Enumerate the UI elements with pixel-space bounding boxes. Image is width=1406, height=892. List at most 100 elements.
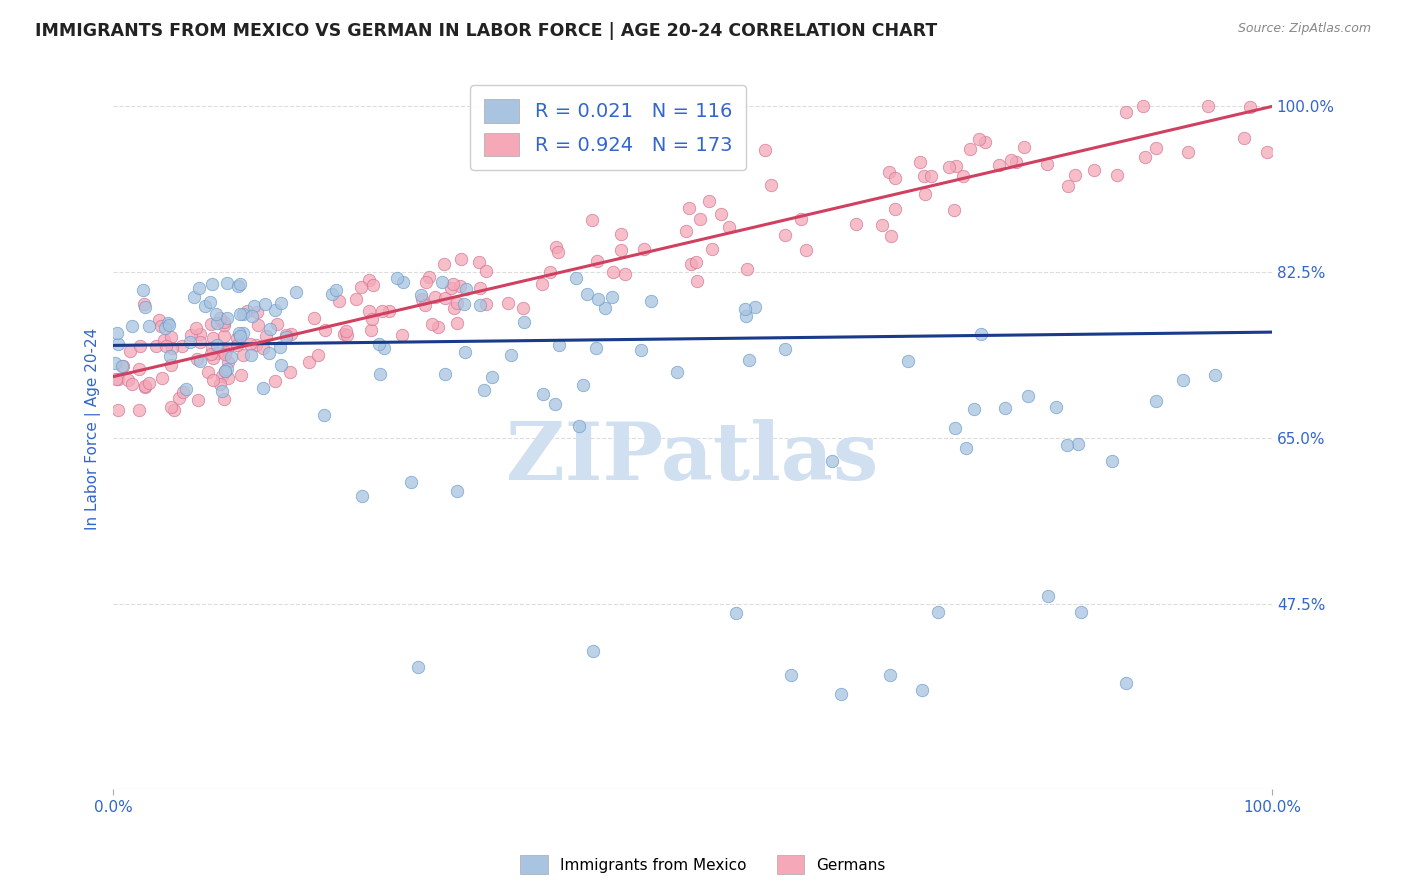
Point	[450, 252, 472, 266]
Point	[252, 381, 274, 395]
Point	[360, 323, 382, 337]
Point	[350, 489, 373, 503]
Point	[571, 378, 593, 392]
Point	[1197, 99, 1219, 113]
Point	[970, 327, 993, 342]
Point	[194, 299, 217, 313]
Point	[152, 333, 174, 347]
Point	[150, 371, 173, 385]
Point	[153, 321, 176, 335]
Point	[201, 341, 224, 355]
Point	[1045, 400, 1067, 414]
Point	[134, 300, 156, 314]
Point	[205, 346, 228, 360]
Point	[761, 178, 783, 192]
Point	[1057, 178, 1080, 193]
Point	[214, 328, 236, 343]
Point	[967, 132, 990, 146]
Point	[830, 687, 852, 701]
Point	[112, 359, 135, 374]
Point	[666, 365, 689, 379]
Point	[586, 254, 609, 268]
Point	[212, 392, 235, 407]
Point	[335, 324, 357, 338]
Point	[270, 358, 292, 372]
Point	[845, 217, 868, 231]
Point	[427, 320, 450, 334]
Point	[475, 297, 498, 311]
Point	[385, 271, 408, 285]
Point	[202, 373, 225, 387]
Point	[879, 667, 901, 681]
Point	[138, 318, 160, 333]
Point	[600, 290, 623, 304]
Point	[1064, 168, 1087, 182]
Point	[278, 365, 301, 379]
Point	[433, 257, 456, 271]
Point	[434, 367, 457, 381]
Point	[205, 338, 228, 352]
Point	[256, 328, 278, 343]
Point	[1133, 150, 1156, 164]
Point	[344, 292, 367, 306]
Point	[547, 245, 569, 260]
Point	[217, 362, 239, 376]
Point	[439, 280, 461, 294]
Point	[183, 290, 205, 304]
Point	[107, 337, 129, 351]
Point	[167, 392, 190, 406]
Point	[1233, 131, 1256, 145]
Point	[205, 308, 228, 322]
Point	[357, 304, 380, 318]
Point	[689, 211, 711, 226]
Point	[226, 278, 249, 293]
Point	[1036, 589, 1059, 603]
Point	[215, 276, 238, 290]
Point	[252, 341, 274, 355]
Point	[219, 350, 242, 364]
Point	[908, 154, 931, 169]
Point	[361, 277, 384, 292]
Point	[232, 326, 254, 340]
Point	[232, 307, 254, 321]
Point	[474, 383, 496, 397]
Point	[912, 169, 935, 184]
Point	[357, 273, 380, 287]
Point	[544, 240, 567, 254]
Point	[794, 244, 817, 258]
Point	[333, 327, 356, 342]
Point	[160, 341, 183, 355]
Point	[633, 242, 655, 256]
Point	[443, 301, 465, 316]
Point	[470, 281, 492, 295]
Point	[188, 334, 211, 349]
Point	[738, 352, 761, 367]
Text: ZIPatlas: ZIPatlas	[506, 418, 879, 497]
Point	[453, 297, 475, 311]
Point	[274, 328, 297, 343]
Point	[214, 345, 236, 359]
Point	[172, 385, 194, 400]
Point	[449, 279, 471, 293]
Point	[197, 365, 219, 379]
Point	[1036, 157, 1059, 171]
Point	[1000, 153, 1022, 168]
Point	[697, 194, 720, 208]
Point	[609, 243, 631, 257]
Point	[150, 318, 173, 333]
Point	[217, 354, 239, 368]
Point	[418, 270, 440, 285]
Point	[328, 293, 350, 308]
Point	[938, 160, 960, 174]
Point	[456, 282, 478, 296]
Point	[187, 392, 209, 407]
Legend: R = 0.021   N = 116, R = 0.924   N = 173: R = 0.021 N = 116, R = 0.924 N = 173	[471, 86, 745, 169]
Point	[470, 297, 492, 311]
Point	[411, 293, 433, 307]
Point	[121, 318, 143, 333]
Point	[239, 348, 262, 362]
Point	[371, 303, 394, 318]
Point	[1005, 155, 1028, 169]
Point	[232, 348, 254, 362]
Point	[118, 343, 141, 358]
